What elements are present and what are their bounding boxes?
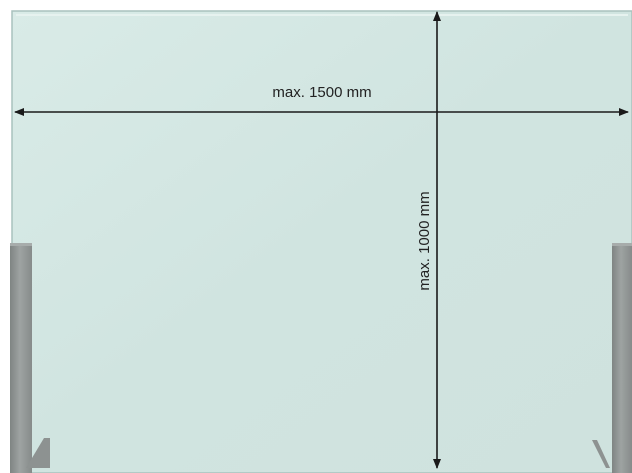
height-dimension-label: max. 1000 mm (416, 191, 433, 290)
glass-pane (12, 11, 632, 473)
width-dimension-label: max. 1500 mm (272, 84, 371, 101)
glass-highlight (16, 14, 628, 16)
